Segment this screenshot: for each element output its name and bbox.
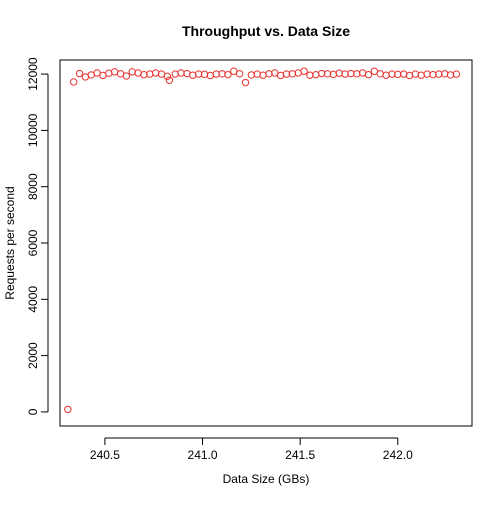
data-point [177,69,185,77]
data-point [64,405,72,414]
data-point [317,69,326,78]
y-axis: 0 2000 4000 6000 8000 10000 12000 [26,57,49,415]
data-point [347,69,355,78]
data-points [64,67,461,414]
data-point [265,70,273,78]
data-point [151,69,160,77]
data-point [259,71,267,79]
data-point [435,70,443,78]
y-tick-label: 10000 [26,113,40,147]
data-point [165,76,174,84]
data-point [300,67,308,75]
data-point [282,70,291,78]
data-point [140,70,148,79]
y-tick-label: 12000 [26,57,40,91]
x-tick-label: 241.0 [188,448,218,462]
y-tick-label: 2000 [26,342,40,369]
x-tick-label: 241.5 [285,448,315,462]
data-point [452,70,461,78]
data-point [105,69,113,77]
x-axis: 240.5 241.0 241.5 242.0 [90,437,413,462]
data-point [128,68,136,76]
data-point [189,71,197,79]
data-point [163,72,172,81]
data-point [405,71,414,80]
y-tick-label: 8000 [26,173,40,200]
data-point [69,78,78,86]
data-point [224,70,232,79]
data-point [75,69,84,78]
data-point [122,72,131,80]
data-point [194,70,203,78]
data-point [276,71,285,80]
data-point [235,70,244,78]
y-tick-label: 6000 [26,229,40,256]
data-point [394,70,402,79]
data-point [253,70,261,78]
data-point [323,70,332,78]
data-point [411,70,420,78]
data-point [171,70,179,78]
data-point [241,78,250,87]
data-point [417,71,425,79]
data-point [382,71,390,79]
data-point [376,70,384,78]
plot-frame [59,59,473,427]
data-point [306,71,314,79]
data-point [247,71,256,79]
data-point [388,70,396,78]
data-point [341,70,349,78]
data-point [364,70,373,79]
x-tick-label: 242.0 [383,448,413,462]
y-tick-label: 4000 [26,286,40,313]
data-point [446,71,455,79]
x-tick-label: 240.5 [90,448,120,462]
x-axis-title: Data Size (GBs) [223,472,310,486]
chart-title: Throughput vs. Data Size [182,23,350,39]
y-axis-title: Requests per second [3,186,17,299]
data-point [335,69,343,77]
data-point [206,71,215,80]
data-point [423,70,431,78]
data-point [212,70,220,78]
data-point [429,70,437,79]
y-tick-label: 0 [26,408,40,415]
